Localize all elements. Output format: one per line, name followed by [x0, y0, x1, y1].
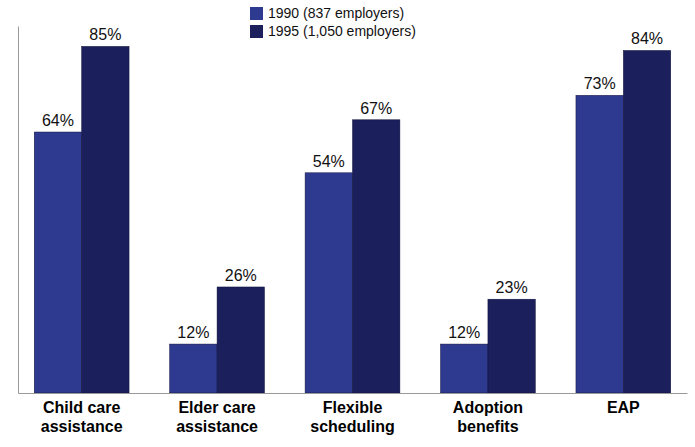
legend-swatch: [250, 7, 263, 20]
bar: [305, 173, 352, 393]
data-label: 26%: [225, 267, 257, 284]
data-label: 67%: [360, 100, 392, 117]
x-tick: Elder care assistance: [176, 393, 258, 435]
bar: [34, 132, 81, 393]
x-tick: EAP: [607, 393, 640, 416]
bars: [34, 46, 670, 393]
x-tick: Adoption benefits: [453, 393, 523, 435]
data-label: 12%: [177, 324, 209, 341]
x-tick-label-line: Child care: [43, 399, 120, 416]
y-axis-line: [18, 27, 19, 394]
bar: [82, 46, 129, 393]
x-axis-line: [19, 393, 688, 394]
bar: [353, 120, 400, 393]
data-label: 73%: [584, 75, 616, 92]
x-tick-label: Flexible scheduling: [310, 399, 394, 435]
data-label: 54%: [313, 153, 345, 170]
data-labels: 64% 12% 54% 12% 73% 85% 26% 67% 23% 84%: [42, 26, 663, 341]
data-label: 23%: [496, 279, 528, 296]
legend-swatch: [250, 25, 263, 38]
x-tick: Child care assistance: [41, 393, 123, 435]
legend-label: 1995 (1,050 employers): [268, 23, 416, 39]
legend-item: 1995 (1,050 employers): [250, 23, 416, 39]
data-label: 64%: [42, 112, 74, 129]
x-tick-label: Elder care assistance: [176, 399, 258, 435]
x-tick-label-line: benefits: [457, 418, 518, 435]
x-tick-label-line: scheduling: [310, 418, 394, 435]
bar: [170, 344, 217, 393]
x-tick-label: Child care assistance: [41, 399, 123, 435]
chart: Child care assistance Elder care assistance…: [0, 0, 695, 447]
x-tick-label-line: assistance: [176, 418, 258, 435]
y-axis: [18, 27, 19, 394]
legend-label: 1990 (837 employers): [268, 5, 404, 21]
bar: [623, 50, 670, 393]
x-axis: Child care assistance Elder care assistance…: [19, 393, 688, 435]
x-tick-label-line: Flexible: [323, 399, 383, 416]
x-tick-label-line: Adoption: [453, 399, 523, 416]
x-tick-label-line: assistance: [41, 418, 123, 435]
data-label: 85%: [89, 26, 121, 43]
legend: 1990 (837 employers) 1995 (1,050 employer…: [250, 5, 416, 39]
x-tick-label-line: EAP: [607, 399, 640, 416]
data-label: 12%: [448, 324, 480, 341]
x-tick-label: Adoption benefits: [453, 399, 523, 435]
bar: [217, 287, 264, 393]
data-label: 84%: [631, 30, 663, 47]
bar: [488, 299, 535, 393]
legend-item: 1990 (837 employers): [250, 5, 404, 21]
x-tick-label-line: Elder care: [178, 399, 255, 416]
x-tick: Flexible scheduling: [310, 393, 394, 435]
bar: [441, 344, 488, 393]
bar: [576, 95, 623, 393]
x-tick-label: EAP: [607, 399, 640, 416]
